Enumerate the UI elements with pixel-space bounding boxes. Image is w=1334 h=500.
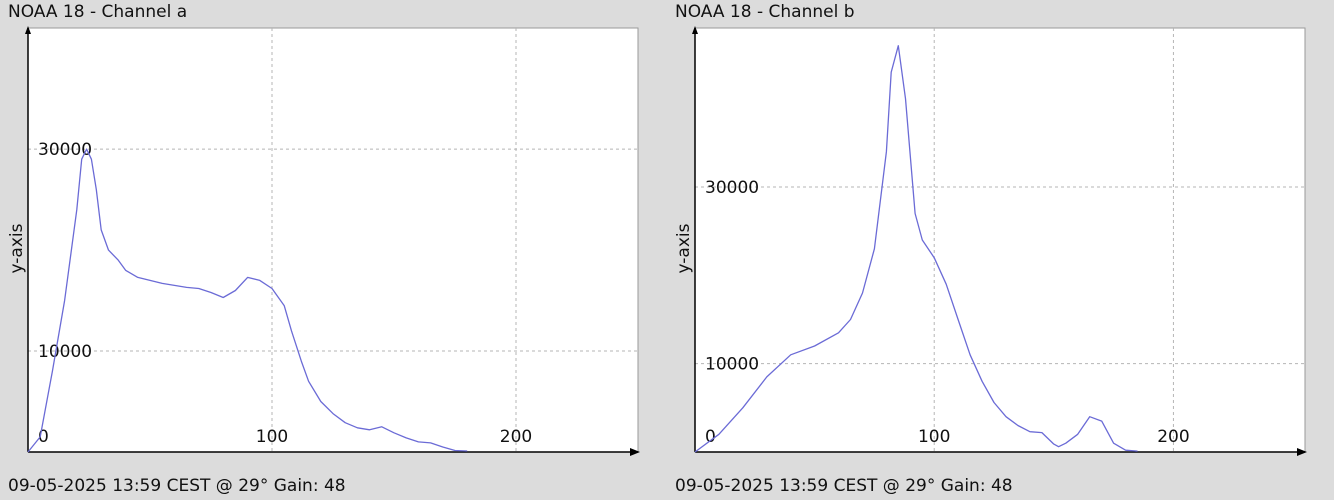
y-axis-label: y-axis xyxy=(674,223,694,273)
chart-title: NOAA 18 - Channel a xyxy=(8,2,188,22)
y-tick-label: 10000 xyxy=(38,342,92,362)
y-tick-label: 30000 xyxy=(705,178,759,198)
plot-area xyxy=(27,27,639,453)
chart-footer: 09-05-2025 13:59 CEST @ 29° Gain: 48 xyxy=(8,476,346,496)
y-axis-arrow xyxy=(25,26,31,34)
x-tick-label: 100 xyxy=(256,427,288,447)
chart-title: NOAA 18 - Channel b xyxy=(675,2,855,22)
chart-footer: 09-05-2025 13:59 CEST @ 29° Gain: 48 xyxy=(675,476,1013,496)
plot-area xyxy=(694,27,1306,453)
x-tick-label: 200 xyxy=(500,427,532,447)
chart-plot: 0 100 200 10000 30000 y-axis xyxy=(674,26,1307,456)
x-axis-arrow xyxy=(630,448,640,456)
x-tick-label: 200 xyxy=(1157,427,1189,447)
x-axis-arrow xyxy=(1297,448,1307,456)
chart-plot: 0 100 200 10000 30000 y-axis xyxy=(7,26,640,456)
x-tick-label: 0 xyxy=(38,427,49,447)
y-axis-label: y-axis xyxy=(7,223,27,273)
chart-panel-channel-a: NOAA 18 - Channel a 0 100 200 10000 30000 y-a… xyxy=(7,0,648,500)
x-tick-label: 100 xyxy=(918,427,950,447)
x-tick-label: 0 xyxy=(705,427,716,447)
series-line xyxy=(27,148,468,453)
y-axis-arrow xyxy=(692,26,698,34)
chart-panel-channel-b: NOAA 18 - Channel b 0 100 200 10000 30000 y-a… xyxy=(674,0,1315,500)
series-line xyxy=(694,45,1138,453)
y-tick-label: 10000 xyxy=(705,355,759,375)
y-tick-label: 30000 xyxy=(38,140,92,160)
